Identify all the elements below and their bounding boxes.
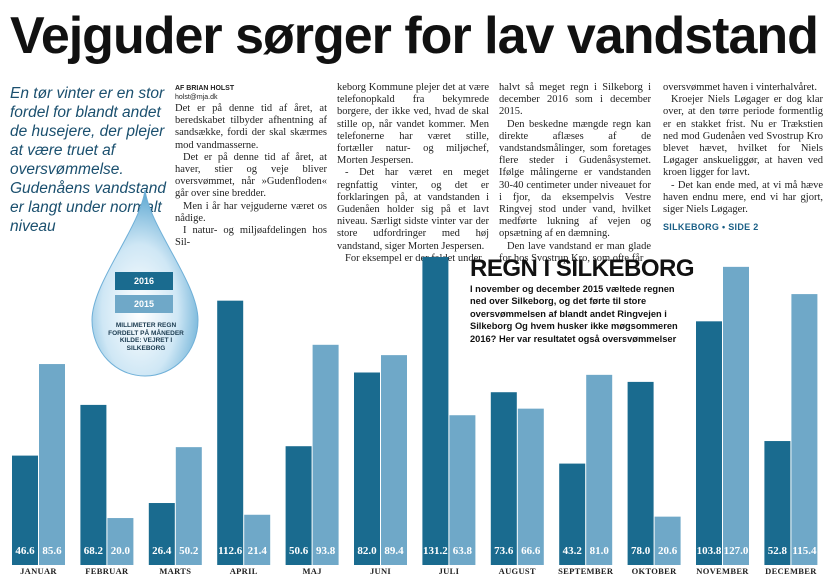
bar-2015-maj [312, 344, 339, 565]
paragraph: halvt så meget regn i Silkeborg i decemb… [499, 82, 651, 118]
bar-2016-november [696, 321, 722, 565]
value-label: 127.0 [724, 545, 749, 557]
legend-2016: 2016 [115, 272, 173, 290]
bar-2016-marts [148, 503, 175, 565]
paragraph: Kroejer Niels Løgager er dog klar over, … [663, 94, 823, 179]
article-headline: Vejguder sørger for lav vandstand [10, 7, 819, 65]
value-label: 112.6 [218, 545, 243, 557]
bar-2015-september [586, 374, 613, 565]
paragraph: Men i år har vejguderne været os nådige. [175, 200, 327, 224]
month-label: MARTS [159, 566, 191, 576]
month-label: JULI [439, 566, 460, 576]
bar-2015-april [244, 514, 271, 565]
month-label: SEPTEMBER [558, 566, 614, 576]
month-label: DECEMBER [765, 566, 817, 576]
month-label: FEBRUAR [85, 566, 129, 576]
paragraph: I natur- og miljøafdelingen hos Sil- [175, 225, 327, 249]
article-column-3: halvt så meget regn i Silkeborg i decemb… [499, 82, 651, 265]
bar-2016-april [217, 300, 244, 565]
bar-2016-maj [285, 446, 312, 565]
month-label: JANUAR [20, 566, 57, 576]
paragraph: oversvømmet haven i vinterhalvåret. [663, 82, 817, 93]
bar-2016-august [490, 392, 517, 565]
bar-2015-oktober [654, 516, 681, 565]
bar-2015-februar [107, 518, 134, 565]
bar-2015-marts [175, 447, 202, 565]
value-label: 93.8 [316, 545, 336, 557]
bar-2016-juni [354, 372, 380, 565]
value-label: 50.6 [289, 545, 309, 557]
value-label: 85.6 [42, 545, 62, 557]
value-label: 52.8 [768, 545, 788, 557]
value-label: 66.6 [521, 545, 541, 557]
legend-caption: MILLIMETER REGN FORDELT PÅ MÅNEDER KILDE… [108, 322, 184, 352]
value-label: 21.4 [248, 545, 268, 557]
article-column-4: oversvømmet haven i vinterhalvåret. Kroe… [663, 82, 823, 216]
bar-2015-juni [381, 355, 407, 565]
month-label: NOVEMBER [696, 566, 749, 576]
bar-2015-november [723, 266, 749, 565]
value-label: 81.0 [590, 545, 610, 557]
value-label: 68.2 [84, 545, 104, 557]
value-label: 20.0 [111, 545, 131, 557]
bar-2015-august [517, 408, 544, 565]
bar-2016-februar [80, 404, 107, 565]
paragraph: For eksempel er der faldet under [345, 252, 482, 264]
value-label: 131.2 [423, 545, 448, 557]
value-label: 20.6 [658, 545, 678, 557]
month-label: MAJ [302, 566, 322, 576]
byline: AF BRIAN HOLST holst@mja.dk [175, 84, 335, 102]
value-label: 26.4 [152, 545, 172, 557]
paragraph: Den beskedne mængde regn kan direkte afl… [499, 118, 651, 240]
month-label: AUGUST [499, 566, 536, 576]
article-column-2: keborg Kommune plejer det at være telefo… [337, 82, 489, 265]
value-label: 115.4 [792, 545, 817, 557]
paragraph: Det er på denne tid af året, at beredska… [175, 103, 327, 151]
paragraph: Den lave vandstand er man glade for hos … [499, 240, 651, 264]
month-label: APRIL [230, 566, 258, 576]
value-label: 89.4 [384, 545, 404, 557]
value-label: 103.8 [697, 545, 722, 557]
paragraph: - Det kan ende med, at vi må hæve haven … [663, 179, 823, 216]
bar-2016-januar [12, 455, 38, 565]
value-label: 82.0 [357, 545, 377, 557]
month-label: OKTOBER [632, 566, 677, 576]
chart-title: REGN I SILKEBORG [470, 255, 695, 282]
byline-author: AF BRIAN HOLST [175, 85, 235, 92]
paragraph: Det er på denne tid af året, at haver, s… [175, 151, 327, 200]
bar-2015-juli [449, 415, 476, 565]
bar-2016-december [764, 441, 791, 565]
legend-2015: 2015 [115, 295, 173, 313]
bar-2015-december [791, 294, 818, 565]
bar-2016-juli [422, 257, 449, 565]
value-label: 73.6 [494, 545, 514, 557]
bar-2016-september [559, 463, 586, 565]
byline-email[interactable]: holst@mja.dk [175, 94, 218, 101]
article-lead: En tør vinter er en stor fordel for blan… [10, 85, 166, 235]
value-label: 46.6 [15, 545, 35, 557]
chart-subtitle: I november og december 2015 væltede regn… [470, 284, 678, 344]
chart-legend: 2016 2015 [115, 272, 175, 318]
bar-2016-oktober [627, 381, 654, 565]
bar-2015-januar [39, 364, 65, 565]
paragraph: - Det har været en meget regnfattig vint… [337, 167, 489, 252]
value-label: 50.2 [179, 545, 199, 557]
value-label: 78.0 [631, 545, 651, 557]
value-label: 43.2 [563, 545, 583, 557]
article-column-1: Det er på denne tid af året, at beredska… [175, 103, 327, 249]
value-label: 63.8 [453, 545, 473, 557]
month-label: JUNI [370, 566, 391, 576]
paragraph: keborg Kommune plejer det at være telefo… [337, 82, 489, 167]
section-tag: SILKEBORG • SIDE 2 [663, 222, 759, 232]
